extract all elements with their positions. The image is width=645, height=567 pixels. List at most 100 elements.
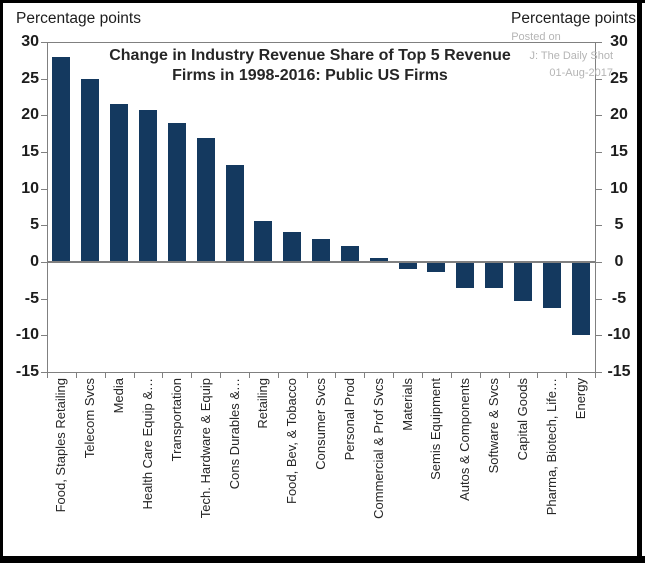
x-tick bbox=[421, 373, 423, 378]
y-tick-right bbox=[596, 115, 602, 117]
bar bbox=[52, 56, 71, 262]
y-tick-label-right: 15 bbox=[610, 143, 628, 160]
x-tick bbox=[393, 373, 395, 378]
watermark-source: J: The Daily Shot bbox=[529, 50, 613, 62]
bar bbox=[225, 164, 244, 262]
bar bbox=[312, 238, 330, 262]
chart-title-line1: Change in Industry Revenue Share of Top … bbox=[109, 47, 511, 64]
y-tick-label-right: 10 bbox=[610, 179, 628, 197]
bar bbox=[81, 79, 100, 262]
bar bbox=[369, 258, 388, 262]
y-tick-left bbox=[41, 78, 47, 80]
bar bbox=[513, 262, 532, 301]
category-label: Software & Svcs bbox=[486, 378, 502, 474]
bar bbox=[398, 262, 417, 270]
frame-border-right bbox=[637, 0, 642, 562]
category-label: Telecom Svcs bbox=[82, 378, 98, 459]
x-tick bbox=[162, 373, 164, 378]
bar bbox=[571, 262, 590, 336]
y-tick-left bbox=[41, 225, 47, 227]
y-tick-left bbox=[41, 372, 47, 373]
left-axis-title: Percentage points bbox=[16, 10, 141, 27]
x-tick bbox=[133, 373, 135, 378]
x-tick bbox=[450, 373, 452, 378]
bar bbox=[485, 262, 504, 289]
x-tick bbox=[220, 373, 222, 378]
y-tick-label-right: 5 bbox=[614, 216, 624, 234]
bar bbox=[456, 262, 475, 289]
y-tick-right bbox=[596, 372, 602, 373]
y-tick-right bbox=[596, 152, 602, 153]
y-tick-right bbox=[596, 225, 602, 227]
y-tick-label-left: 15 bbox=[21, 143, 39, 160]
y-tick-label-left: 20 bbox=[21, 106, 39, 124]
right-axis-title: Percentage points bbox=[511, 10, 636, 27]
y-tick-label-left: 25 bbox=[21, 69, 39, 87]
category-label: Capital Goods bbox=[514, 378, 530, 461]
x-tick bbox=[335, 373, 337, 378]
y-tick-left bbox=[41, 188, 47, 190]
chart-title-line2: Firms in 1998-2016: Public US Firms bbox=[172, 67, 448, 84]
x-tick bbox=[566, 373, 568, 378]
category-label: Pharma, Biotech, Life… bbox=[543, 378, 559, 516]
x-tick bbox=[104, 373, 106, 378]
y-tick-label-left: -10 bbox=[15, 326, 39, 344]
y-tick-label-right: 0 bbox=[614, 253, 624, 270]
category-label: Media bbox=[111, 378, 127, 414]
bar bbox=[254, 220, 273, 262]
category-label: Cons Durables &… bbox=[226, 378, 242, 490]
bar bbox=[110, 104, 129, 262]
y-tick-left bbox=[41, 115, 47, 117]
y-tick-label-left: 30 bbox=[21, 33, 39, 50]
x-tick bbox=[479, 373, 481, 378]
y-tick-right bbox=[596, 298, 602, 300]
y-tick-left bbox=[41, 152, 47, 153]
y-tick-right bbox=[596, 335, 602, 337]
bar bbox=[340, 245, 359, 262]
x-tick bbox=[537, 373, 539, 378]
y-tick-label-right: 30 bbox=[610, 33, 628, 50]
y-tick-label-right: 20 bbox=[610, 106, 628, 124]
plot-area bbox=[47, 42, 596, 373]
category-label: Personal Prod bbox=[341, 378, 357, 461]
bar bbox=[427, 262, 446, 272]
x-tick bbox=[595, 373, 596, 378]
x-tick bbox=[47, 373, 48, 378]
x-tick bbox=[306, 373, 308, 378]
category-label: Transportation bbox=[168, 378, 184, 462]
x-tick bbox=[277, 373, 279, 378]
category-label: Autos & Components bbox=[457, 378, 473, 501]
y-tick-label-right: -10 bbox=[607, 326, 631, 344]
y-tick-label-left: 5 bbox=[30, 216, 39, 234]
x-tick bbox=[191, 373, 193, 378]
y-tick-right bbox=[596, 42, 602, 43]
category-label: Retailing bbox=[255, 378, 271, 429]
bar bbox=[542, 262, 561, 308]
x-tick bbox=[508, 373, 510, 378]
x-tick bbox=[364, 373, 366, 378]
y-tick-left bbox=[41, 42, 47, 43]
y-tick-label-right: -5 bbox=[611, 289, 627, 307]
category-label: Commercial & Prof Svcs bbox=[370, 378, 386, 519]
chart-title: Change in Industry Revenue Share of Top … bbox=[80, 46, 540, 86]
y-tick-right bbox=[596, 78, 602, 80]
frame-border-bottom bbox=[0, 556, 645, 563]
watermark-posted-on: Posted on bbox=[511, 31, 561, 43]
y-tick-label-left: 10 bbox=[21, 179, 39, 197]
watermark-date: 01-Aug-2017 bbox=[549, 67, 613, 79]
y-tick-label-left: 0 bbox=[30, 253, 39, 270]
x-tick bbox=[248, 373, 250, 378]
y-tick-label-right: -15 bbox=[607, 363, 631, 380]
y-tick-label-left: -5 bbox=[24, 289, 39, 307]
bar bbox=[283, 231, 302, 262]
category-label: Food, Staples Retailing bbox=[53, 378, 69, 513]
y-tick-left bbox=[41, 298, 47, 300]
y-tick-left bbox=[41, 335, 47, 337]
y-tick-left bbox=[41, 262, 47, 263]
category-label: Consumer Svcs bbox=[313, 378, 328, 470]
y-tick-right bbox=[596, 262, 602, 263]
bar bbox=[167, 123, 186, 262]
frame-border-top bbox=[0, 0, 645, 3]
category-label: Materials bbox=[399, 378, 415, 431]
